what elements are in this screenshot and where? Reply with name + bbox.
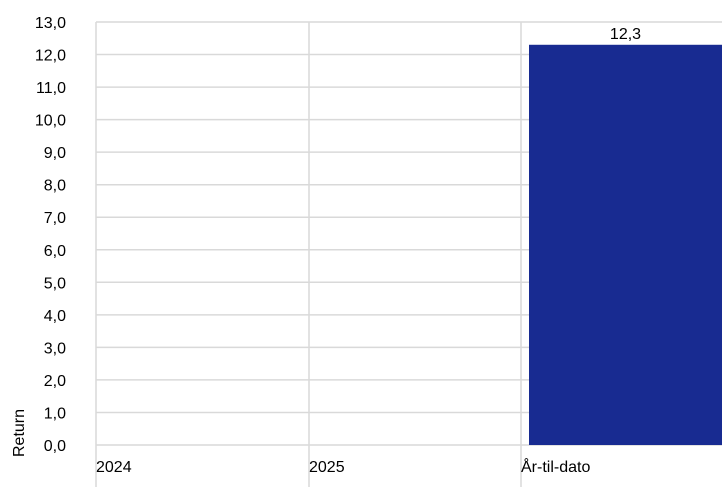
bars	[529, 44, 722, 446]
y-tick-label: 13,0	[35, 15, 66, 32]
y-tick-label: 2,0	[44, 373, 66, 390]
y-tick-label: 3,0	[44, 340, 66, 357]
y-tick-label: 8,0	[44, 178, 66, 195]
data-labels: 12,3	[610, 26, 641, 43]
x-tick-label: År-til-dato	[521, 457, 590, 476]
x-axis-ticks: 2024 2025 År-til-dato	[96, 457, 590, 476]
y-tick-label: 4,0	[44, 308, 66, 325]
x-tick-label: 2024	[96, 459, 132, 476]
x-tick-label: 2025	[309, 459, 345, 476]
y-axis-ticks: 0,0 1,0 2,0 3,0 4,0 5,0 6,0 7,0 8,0 9,0 10,0 11,0 12…	[35, 15, 66, 455]
bar	[529, 44, 722, 446]
y-tick-label: 6,0	[44, 243, 66, 260]
y-axis-title: Return	[11, 409, 28, 457]
y-tick-label: 0,0	[44, 438, 66, 455]
y-tick-label: 5,0	[44, 275, 66, 292]
bar-data-label: 12,3	[610, 26, 641, 43]
y-tick-label: 12,0	[35, 48, 66, 65]
y-tick-label: 9,0	[44, 145, 66, 162]
y-tick-label: 11,0	[36, 80, 66, 97]
y-tick-label: 1,0	[44, 405, 66, 422]
y-tick-label: 10,0	[35, 113, 66, 130]
y-tick-label: 7,0	[44, 210, 66, 227]
